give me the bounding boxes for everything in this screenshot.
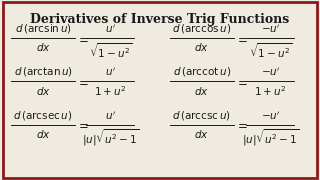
Text: $d\,(\mathrm{arccot}\,u)$: $d\,(\mathrm{arccot}\,u)$ xyxy=(172,65,231,78)
Text: $=$: $=$ xyxy=(76,118,89,131)
Text: $d\,(\mathrm{arcsec}\,u)$: $d\,(\mathrm{arcsec}\,u)$ xyxy=(13,109,73,122)
Text: $u'$: $u'$ xyxy=(105,109,116,122)
Text: $|u|\sqrt{u^2-1}$: $|u|\sqrt{u^2-1}$ xyxy=(242,128,299,148)
Text: $dx$: $dx$ xyxy=(36,128,51,140)
Text: $d\,(\mathrm{arccsc}\,u)$: $d\,(\mathrm{arccsc}\,u)$ xyxy=(172,109,231,122)
Text: $=$: $=$ xyxy=(235,32,248,45)
Text: $d\,(\mathrm{arccos}\,u)$: $d\,(\mathrm{arccos}\,u)$ xyxy=(172,22,231,35)
Text: $1+u^2$: $1+u^2$ xyxy=(254,85,286,98)
Text: $dx$: $dx$ xyxy=(194,85,209,97)
Text: $|u|\sqrt{u^2-1}$: $|u|\sqrt{u^2-1}$ xyxy=(82,128,139,148)
Text: $-u'$: $-u'$ xyxy=(260,109,280,122)
Text: $=$: $=$ xyxy=(76,32,89,45)
Text: Derivatives of Inverse Trig Functions: Derivatives of Inverse Trig Functions xyxy=(30,13,290,26)
Text: $u'$: $u'$ xyxy=(105,23,116,35)
Text: $u'$: $u'$ xyxy=(105,66,116,78)
Text: $dx$: $dx$ xyxy=(194,128,209,140)
Text: $\sqrt{1-u^2}$: $\sqrt{1-u^2}$ xyxy=(249,41,292,60)
Text: $d\,(\mathrm{arcsin}\,u)$: $d\,(\mathrm{arcsin}\,u)$ xyxy=(15,22,72,35)
Text: $-u'$: $-u'$ xyxy=(260,23,280,35)
Text: $dx$: $dx$ xyxy=(194,41,209,53)
Text: $\sqrt{1-u^2}$: $\sqrt{1-u^2}$ xyxy=(89,41,132,60)
Text: $d\,(\mathrm{arctan}\,u)$: $d\,(\mathrm{arctan}\,u)$ xyxy=(14,65,73,78)
Text: $dx$: $dx$ xyxy=(36,85,51,97)
Text: $=$: $=$ xyxy=(235,118,248,131)
Text: $=$: $=$ xyxy=(76,75,89,88)
Text: $dx$: $dx$ xyxy=(36,41,51,53)
Text: $1+u^2$: $1+u^2$ xyxy=(94,85,126,98)
Text: $-u'$: $-u'$ xyxy=(260,66,280,78)
Text: $=$: $=$ xyxy=(235,75,248,88)
